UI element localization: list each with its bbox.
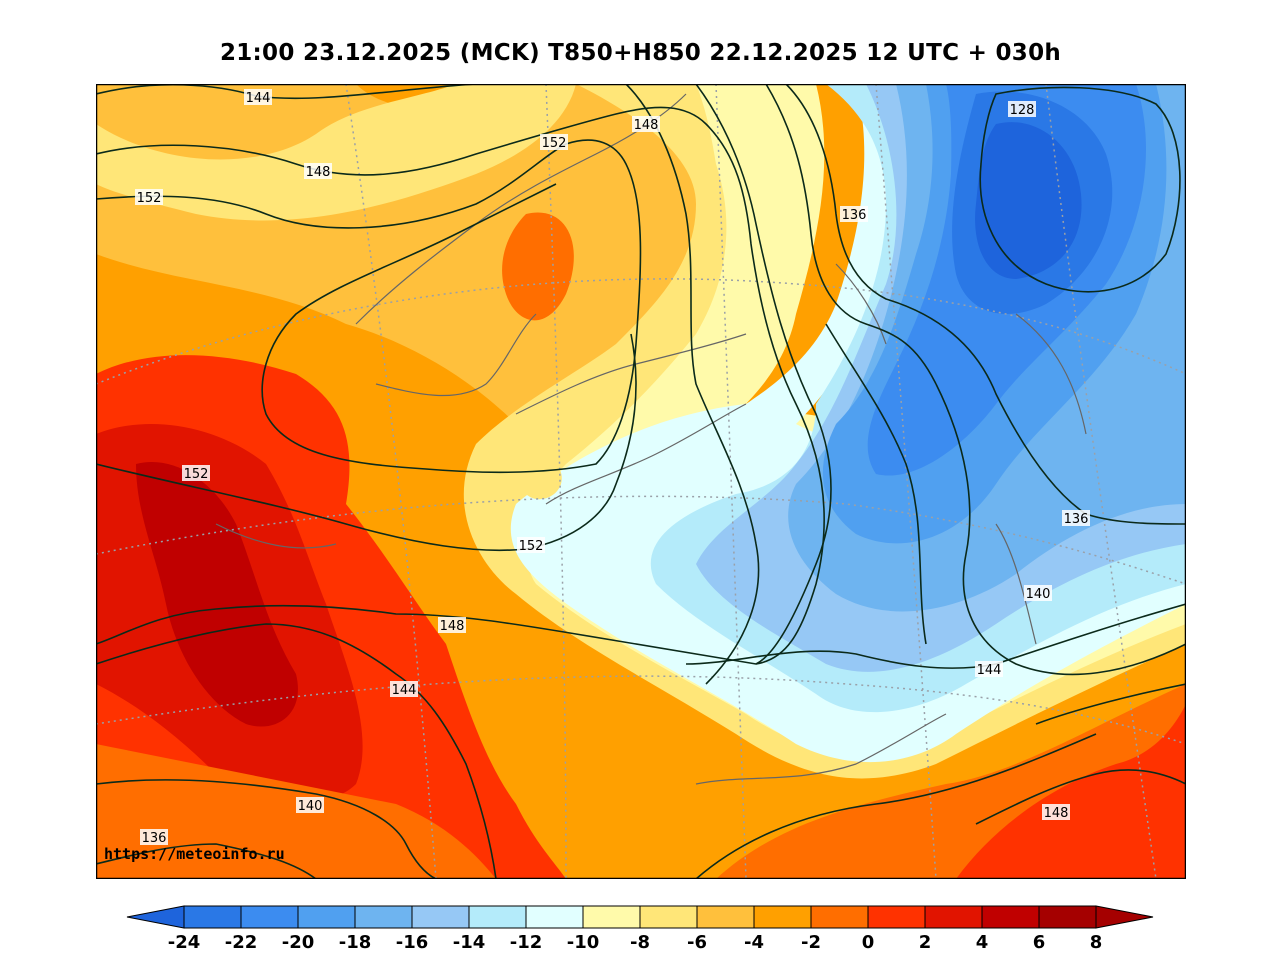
colorbar-segment bbox=[981, 905, 1040, 929]
contour-label: 136 bbox=[1062, 510, 1090, 527]
chart-title: 21:00 23.12.2025 (MCK) T850+H850 22.12.2… bbox=[219, 40, 1062, 66]
colorbar-tick-label: -20 bbox=[282, 932, 315, 953]
svg-text:148: 148 bbox=[1044, 806, 1069, 821]
colorbar-segment bbox=[696, 905, 755, 929]
svg-text:136: 136 bbox=[1064, 512, 1089, 527]
colorbar-extend-high bbox=[1095, 905, 1154, 929]
contour-label: 128 bbox=[1008, 101, 1036, 118]
colorbar-segment bbox=[924, 905, 983, 929]
colorbar-segment bbox=[240, 905, 299, 929]
map-frame bbox=[96, 84, 1186, 879]
colorbar-tick-label: -24 bbox=[168, 932, 201, 953]
contour-label: 148 bbox=[304, 163, 332, 180]
colorbar-tick-label: -16 bbox=[396, 932, 429, 953]
svg-text:148: 148 bbox=[634, 118, 659, 133]
band-southeast-red bbox=[956, 704, 1186, 879]
colorbar-segment bbox=[810, 905, 869, 929]
colorbar-segment bbox=[468, 905, 527, 929]
contour-label: 152 bbox=[540, 134, 568, 151]
svg-text:144: 144 bbox=[246, 91, 271, 106]
contour-label: 144 bbox=[975, 661, 1003, 678]
colorbar-segment bbox=[1038, 905, 1097, 929]
colorbar-tick-label: 8 bbox=[1090, 932, 1103, 953]
svg-text:136: 136 bbox=[842, 208, 867, 223]
contour-label: 148 bbox=[438, 617, 466, 634]
svg-text:148: 148 bbox=[306, 165, 331, 180]
contour-labels: 144 148 152 152 148 136 128 152 152 148 … bbox=[135, 89, 1090, 846]
colorbar-tick-label: -14 bbox=[453, 932, 486, 953]
svg-text:144: 144 bbox=[977, 663, 1002, 678]
band-norwegian-sea-yellow bbox=[96, 84, 576, 221]
svg-text:152: 152 bbox=[542, 136, 567, 151]
svg-text:144: 144 bbox=[392, 683, 417, 698]
svg-text:152: 152 bbox=[137, 191, 162, 206]
contour-label: 152 bbox=[517, 537, 545, 554]
colorbar-segment bbox=[867, 905, 926, 929]
colorbar-segment bbox=[639, 905, 698, 929]
contour-label: 148 bbox=[632, 116, 660, 133]
contour-label: 148 bbox=[1042, 804, 1070, 821]
svg-text:140: 140 bbox=[1026, 587, 1051, 602]
colorbar: -24 -22 -20 -18 -16 -14 -12 -10 -8 -6 -4 -2 0 2 4 6 8 bbox=[126, 905, 1154, 953]
colorbar-segment bbox=[525, 905, 584, 929]
contour-label: 136 bbox=[140, 829, 168, 846]
colorbar-tick-label: -2 bbox=[801, 932, 821, 953]
colorbar-segment bbox=[183, 905, 242, 929]
contour-label: 136 bbox=[840, 206, 868, 223]
svg-text:152: 152 bbox=[184, 467, 209, 482]
svg-text:152: 152 bbox=[519, 539, 544, 554]
colorbar-segment bbox=[753, 905, 812, 929]
contour-label: 140 bbox=[1024, 585, 1052, 602]
colorbar-tick-label: 0 bbox=[862, 932, 875, 953]
colorbar-segment bbox=[582, 905, 641, 929]
contour-label: 152 bbox=[135, 189, 163, 206]
colorbar-segment bbox=[354, 905, 413, 929]
colorbar-tick-label: -4 bbox=[744, 932, 764, 953]
colorbar-tick-label: -6 bbox=[687, 932, 707, 953]
colorbar-segment bbox=[297, 905, 356, 929]
svg-text:148: 148 bbox=[440, 619, 465, 634]
contour-label: 144 bbox=[390, 681, 418, 698]
colorbar-tick-label: -18 bbox=[339, 932, 372, 953]
band-europe-maxred bbox=[136, 462, 298, 727]
graticule bbox=[96, 84, 1186, 879]
svg-text:140: 140 bbox=[298, 799, 323, 814]
colorbar-tick-label: -10 bbox=[567, 932, 600, 953]
colorbar-tick-label: -8 bbox=[630, 932, 650, 953]
colorbar-tick-label: 2 bbox=[919, 932, 932, 953]
contour-label: 140 bbox=[296, 797, 324, 814]
contour-label: 144 bbox=[244, 89, 272, 106]
temperature-map: 144 148 152 152 148 136 128 152 152 148 … bbox=[96, 84, 1186, 879]
colorbar-tick-label: 6 bbox=[1033, 932, 1046, 953]
colorbar-tick-label: -12 bbox=[510, 932, 543, 953]
colorbar-ticks: -24 -22 -20 -18 -16 -14 -12 -10 -8 -6 -4 -2 0 2 4 6 8 bbox=[168, 932, 1103, 953]
colorbar-segment bbox=[411, 905, 470, 929]
colorbar-segments bbox=[126, 905, 1154, 929]
band-core-darkest bbox=[975, 122, 1082, 279]
band-norway-dark bbox=[502, 212, 574, 321]
colorbar-extend-low bbox=[126, 905, 185, 929]
svg-text:136: 136 bbox=[142, 831, 167, 846]
colorbar-tick-label: 4 bbox=[976, 932, 989, 953]
watermark: https://meteoinfo.ru bbox=[104, 845, 285, 863]
svg-text:128: 128 bbox=[1010, 103, 1035, 118]
contour-label: 152 bbox=[182, 465, 210, 482]
colorbar-tick-label: -22 bbox=[225, 932, 258, 953]
